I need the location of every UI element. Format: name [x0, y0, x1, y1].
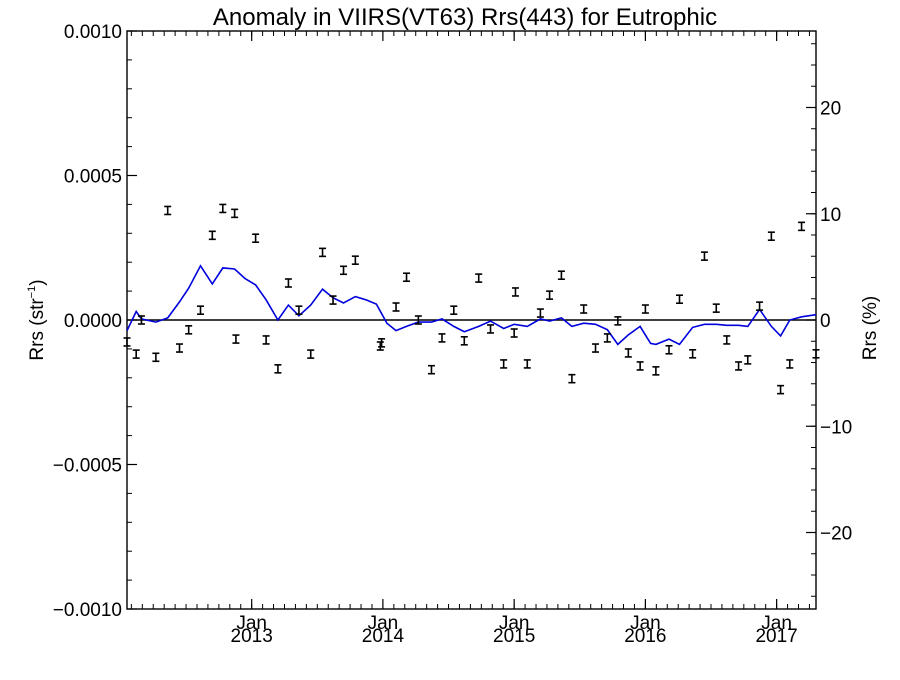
y-right-tick-label: 20 — [820, 99, 841, 120]
data-point — [786, 359, 794, 369]
x-tick-label-month: Jan — [630, 613, 661, 634]
data-point — [376, 341, 384, 351]
series-line — [126, 264, 817, 346]
data-point — [614, 316, 622, 326]
data-point — [284, 278, 292, 288]
data-point — [712, 303, 720, 313]
data-point — [511, 287, 519, 297]
y-right-tick-label: 0 — [820, 311, 831, 332]
data-point — [152, 352, 160, 363]
data-point — [767, 231, 775, 241]
data-point — [523, 359, 531, 369]
data-point — [689, 349, 697, 359]
data-point — [536, 308, 544, 318]
y-axis-label-right: Rrs (%) — [860, 296, 881, 360]
data-point — [676, 294, 684, 304]
data-point — [624, 348, 632, 358]
y-left-tick-label: −0.0010 — [53, 600, 122, 621]
data-point — [744, 355, 752, 365]
data-point — [438, 333, 446, 343]
data-point — [777, 384, 785, 395]
data-point — [652, 366, 660, 376]
data-point — [392, 302, 400, 312]
data-point — [510, 328, 518, 338]
x-tick-label-year: 2013 — [231, 626, 273, 647]
data-point — [295, 305, 303, 315]
data-point — [557, 270, 565, 281]
data-point — [475, 273, 483, 283]
data-point — [403, 272, 411, 283]
data-point — [132, 349, 140, 359]
data-point — [580, 304, 588, 314]
x-tick-label-year: 2017 — [755, 626, 797, 647]
data-point — [123, 337, 131, 347]
series-errorbars — [123, 203, 820, 395]
data-point — [546, 290, 554, 300]
y-left-tick-label: −0.0005 — [53, 456, 122, 477]
data-point — [219, 203, 227, 214]
data-point — [723, 335, 731, 345]
data-point — [231, 208, 239, 219]
chart-title: Anomaly in VIIRS(VT63) Rrs(443) for Eutr… — [213, 4, 717, 31]
data-point — [460, 336, 468, 346]
data-point — [798, 221, 806, 232]
data-point — [592, 343, 600, 353]
x-tick-label-month: Jan — [761, 613, 792, 634]
x-tick-label-month: Jan — [499, 613, 530, 634]
data-point — [274, 364, 282, 374]
y-left-tick-label: 0.0000 — [64, 311, 122, 332]
axes: −0.0010 −0.0005 0.0000 0.0005 0.0010 −20 −10 0 1… — [53, 22, 852, 647]
x-tick-label-year: 2016 — [624, 626, 666, 647]
data-point — [427, 364, 435, 375]
data-point — [232, 334, 240, 344]
y-axis-label-left: Rrs (str−1) — [26, 279, 48, 360]
x-tick-label-year: 2015 — [493, 626, 535, 647]
data-point — [487, 324, 495, 334]
data-point — [319, 247, 327, 258]
data-point — [500, 359, 508, 369]
data-point — [450, 305, 458, 315]
data-point — [641, 304, 649, 314]
y-right-tick-label: 10 — [820, 205, 841, 226]
data-point — [329, 295, 337, 305]
y-left-tick-label: 0.0010 — [64, 22, 122, 43]
y-left-tick-label: 0.0005 — [64, 167, 122, 188]
data-point — [262, 335, 270, 345]
data-point — [307, 349, 315, 359]
data-point — [378, 338, 386, 348]
data-point — [568, 373, 576, 384]
data-point — [340, 265, 348, 276]
data-point — [208, 230, 216, 241]
x-tick-label-year: 2014 — [362, 626, 405, 647]
data-point — [665, 344, 673, 355]
y-axis-label-left-text: Rrs (str — [27, 298, 48, 361]
x-tick-label-month: Jan — [236, 613, 267, 634]
y-right-tick-label: −10 — [820, 417, 852, 438]
data-point — [603, 333, 611, 343]
data-point — [252, 233, 260, 244]
data-point — [636, 361, 644, 371]
data-point — [351, 255, 359, 265]
data-point — [812, 349, 820, 359]
data-point — [756, 301, 764, 311]
x-tick-label-month: Jan — [368, 613, 399, 634]
data-point — [137, 315, 145, 325]
data-point — [196, 305, 204, 315]
data-point — [185, 325, 193, 335]
y-axis-label-left-close: ) — [27, 279, 48, 285]
y-right-tick-label: −20 — [820, 524, 852, 545]
blue-percent-line — [126, 264, 817, 346]
data-point — [164, 205, 172, 216]
y-axis-label-left-superscript: −1 — [26, 286, 38, 299]
data-point — [700, 251, 708, 261]
data-point — [175, 343, 183, 353]
data-point — [735, 361, 743, 371]
data-point — [414, 315, 422, 325]
